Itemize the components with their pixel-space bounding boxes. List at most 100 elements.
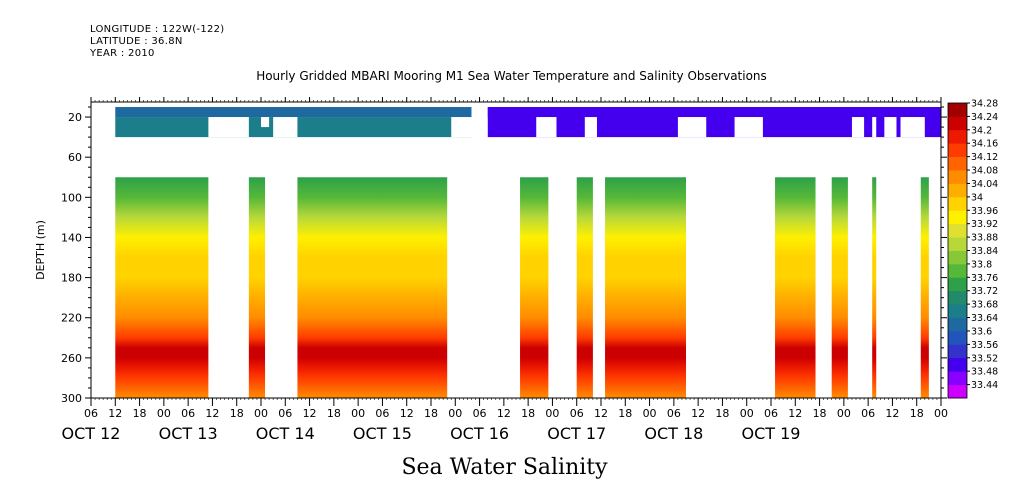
x-day-label-3: OCT 15 <box>353 424 412 443</box>
deep-data-block-1 <box>248 177 266 398</box>
y-tick-label-5: 220 <box>61 312 82 325</box>
colorbar-label-8: 33.96 <box>971 206 998 217</box>
colorbar: 34.28 34.24 34.2 34.16 34.12 34.08 34.04 34 33.9… <box>947 99 998 399</box>
colorbar-swatch-2 <box>948 357 967 372</box>
x-tick-label-18: 18 <box>521 407 535 420</box>
x-day-label-6: OCT 18 <box>644 424 703 443</box>
y-tick-label-7: 300 <box>61 392 82 405</box>
colorbar-swatch-11 <box>948 237 967 251</box>
longitude-label: LONGITUDE : 122W(-122) <box>90 24 225 35</box>
x-tick-label-23: 00 <box>643 407 657 420</box>
x-tick-label-33: 12 <box>885 407 899 420</box>
deep-data-block-8 <box>872 177 877 398</box>
colorbar-label-6: 34.04 <box>971 179 998 190</box>
y-tick-label-0: 20 <box>68 111 82 124</box>
x-tick-label-9: 12 <box>303 407 317 420</box>
shallow-band-2 <box>487 107 941 138</box>
deep-data-block-0 <box>115 177 209 398</box>
x-tick-label-26: 18 <box>715 407 729 420</box>
x-tick-label-11: 00 <box>351 407 365 420</box>
colorbar-swatch-9 <box>948 263 967 278</box>
axes: 20 60 100 140 180 220 260 300 06 12 18 00 06 12 18 00 06… <box>61 97 948 443</box>
x-tick-label-1: 12 <box>108 407 122 420</box>
colorbar-label-2: 34.2 <box>971 125 992 136</box>
colorbar-swatch-17 <box>948 156 967 171</box>
colorbar-swatch-7 <box>948 290 967 305</box>
colorbar-swatch-4 <box>948 330 967 345</box>
missing-data-5 <box>584 117 597 138</box>
colorbar-label-15: 33.68 <box>971 300 998 311</box>
colorbar-label-4: 34.12 <box>971 152 998 163</box>
x-tick-label-17: 12 <box>497 407 511 420</box>
deep-data-block-4 <box>576 177 593 398</box>
x-tick-label-34: 18 <box>910 407 924 420</box>
colorbar-label-11: 33.84 <box>971 246 998 257</box>
x-tick-label-19: 00 <box>545 407 559 420</box>
deep-data-block-3 <box>520 177 549 398</box>
missing-data-7 <box>734 117 763 138</box>
missing-data-11 <box>900 117 925 138</box>
colorbar-swatch-3 <box>948 344 967 359</box>
latitude-label: LATITUDE : 36.8N <box>90 36 183 47</box>
colorbar-swatch-0 <box>948 384 967 399</box>
x-day-label-1: OCT 13 <box>159 424 218 443</box>
colorbar-label-10: 33.88 <box>971 233 998 244</box>
y-tick-label-4: 180 <box>61 272 82 285</box>
colorbar-label-20: 33.48 <box>971 367 998 378</box>
y-axis-label: DEPTH (m) <box>34 220 47 280</box>
colorbar-label-0: 34.28 <box>971 99 998 110</box>
x-tick-label-2: 18 <box>133 407 147 420</box>
colorbar-swatch-8 <box>948 277 967 292</box>
deep-data-block-7 <box>831 177 848 398</box>
missing-data-4 <box>536 117 557 138</box>
x-tick-label-30: 18 <box>813 407 827 420</box>
colorbar-swatch-13 <box>948 210 967 225</box>
y-tick-label-1: 60 <box>68 151 82 164</box>
y-tick-label-3: 140 <box>61 231 82 244</box>
chart-subtitle: Sea Water Salinity <box>401 455 608 480</box>
deep-data-block-5 <box>605 177 686 398</box>
colorbar-swatch-19 <box>948 129 967 144</box>
colorbar-swatch-16 <box>948 170 967 184</box>
colorbar-swatch-10 <box>948 250 967 265</box>
x-day-label-7: OCT 19 <box>742 424 801 443</box>
x-tick-label-21: 12 <box>594 407 608 420</box>
x-tick-label-31: 00 <box>837 407 851 420</box>
colorbar-swatch-15 <box>948 183 967 198</box>
deep-data-block-2 <box>297 177 448 398</box>
colorbar-label-9: 33.92 <box>971 219 998 230</box>
colorbar-label-3: 34.16 <box>971 139 998 150</box>
deep-data-block-6 <box>775 177 816 398</box>
plot-area <box>91 102 941 398</box>
missing-data-3 <box>451 117 488 138</box>
colorbar-label-17: 33.6 <box>971 326 992 337</box>
missing-data-2 <box>273 117 298 138</box>
colorbar-swatch-5 <box>948 317 967 332</box>
x-tick-label-29: 12 <box>788 407 802 420</box>
colorbar-label-5: 34.08 <box>971 166 998 177</box>
colorbar-swatch-14 <box>948 196 967 211</box>
y-tick-label-2: 100 <box>61 191 82 204</box>
x-tick-label-27: 00 <box>740 407 754 420</box>
colorbar-label-21: 33.44 <box>971 380 998 391</box>
missing-data-9 <box>872 117 877 138</box>
colorbar-label-13: 33.76 <box>971 273 998 284</box>
x-tick-label-20: 06 <box>570 407 584 420</box>
x-day-label-4: OCT 16 <box>450 424 509 443</box>
colorbar-label-1: 34.24 <box>971 112 998 123</box>
missing-data-1 <box>261 117 270 128</box>
colorbar-swatch-18 <box>948 143 967 158</box>
y-tick-label-6: 260 <box>61 352 82 365</box>
x-tick-label-8: 06 <box>278 407 292 420</box>
x-tick-label-3: 00 <box>157 407 171 420</box>
shallow-band-0 <box>115 107 472 118</box>
colorbar-swatch-20 <box>948 116 967 131</box>
missing-data-0 <box>208 117 249 138</box>
x-tick-label-22: 18 <box>618 407 632 420</box>
colorbar-label-12: 33.8 <box>971 259 992 270</box>
x-tick-label-13: 12 <box>400 407 414 420</box>
x-tick-label-32: 06 <box>861 407 875 420</box>
x-tick-label-25: 12 <box>691 407 705 420</box>
chart-title-text: Hourly Gridded MBARI Mooring M1 Sea Wate… <box>256 69 767 83</box>
